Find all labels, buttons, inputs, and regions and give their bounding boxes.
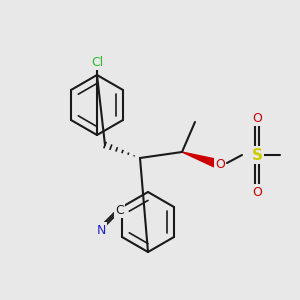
Text: O: O xyxy=(252,185,262,199)
Text: O: O xyxy=(215,158,225,172)
Text: S: S xyxy=(251,148,262,163)
Text: N: N xyxy=(96,224,106,236)
Text: C: C xyxy=(115,204,124,217)
Text: Cl: Cl xyxy=(91,56,103,68)
Text: O: O xyxy=(252,112,262,124)
Polygon shape xyxy=(182,152,216,167)
